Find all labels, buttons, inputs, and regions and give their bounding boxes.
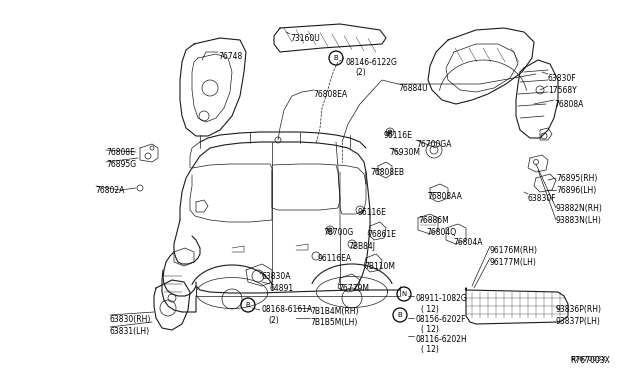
Text: 76808A: 76808A [554,100,584,109]
Text: 93837P(LH): 93837P(LH) [556,317,601,326]
Text: 96177M(LH): 96177M(LH) [490,258,537,267]
Text: 73160U: 73160U [290,34,320,43]
Text: ( 12): ( 12) [421,325,439,334]
Text: 76700GA: 76700GA [416,140,451,149]
Text: 76700G: 76700G [323,228,353,237]
Text: 76808EB: 76808EB [370,168,404,177]
Text: B: B [397,312,403,318]
Text: 76804Q: 76804Q [426,228,456,237]
Text: R767003X: R767003X [570,356,610,365]
Text: 63830A: 63830A [262,272,291,281]
Text: 64891: 64891 [270,284,294,293]
Text: 93836P(RH): 93836P(RH) [556,305,602,314]
Text: 76895(RH): 76895(RH) [556,174,597,183]
Text: 76779M: 76779M [338,284,369,293]
Text: 93882N(RH): 93882N(RH) [556,204,603,213]
Text: 76808EA: 76808EA [313,90,347,99]
Text: 7B1B5M(LH): 7B1B5M(LH) [310,318,357,327]
Text: ( 12): ( 12) [421,305,439,314]
Text: 76808AA: 76808AA [427,192,462,201]
Text: 76896(LH): 76896(LH) [556,186,596,195]
Text: 63830F: 63830F [527,194,556,203]
Text: 08146-6122G: 08146-6122G [345,58,397,67]
Text: 76861E: 76861E [367,230,396,239]
Text: 63831(LH): 63831(LH) [110,327,150,336]
Text: 08116-6202H: 08116-6202H [415,335,467,344]
Text: 76804A: 76804A [453,238,483,247]
Circle shape [388,130,392,134]
Text: 76808E: 76808E [106,148,135,157]
Text: 96116E: 96116E [358,208,387,217]
Text: 7B1B4M(RH): 7B1B4M(RH) [310,307,358,316]
Text: 08156-6202F: 08156-6202F [415,315,465,324]
Text: 76748: 76748 [218,52,243,61]
Text: B: B [246,302,250,308]
Text: 96176M(RH): 96176M(RH) [490,246,538,255]
Text: 63830F: 63830F [548,74,577,83]
Text: 76895G: 76895G [106,160,136,169]
Text: 76930M: 76930M [389,148,420,157]
Text: 7B110M: 7B110M [364,262,395,271]
Text: 76886M: 76886M [418,216,449,225]
Circle shape [328,228,332,232]
Text: 76802A: 76802A [95,186,124,195]
Text: 08168-6161A: 08168-6161A [261,305,312,314]
Text: 17568Y: 17568Y [548,86,577,95]
Text: (2): (2) [355,68,365,77]
Text: 96116EA: 96116EA [318,254,352,263]
Text: R767003X: R767003X [570,356,606,362]
Text: ( 12): ( 12) [421,345,439,354]
Text: B: B [333,55,339,61]
Text: 76884U: 76884U [398,84,428,93]
Text: 96116E: 96116E [384,131,413,140]
Text: 08911-1082G: 08911-1082G [415,294,467,303]
Text: N: N [401,291,406,297]
Text: 63830(RH): 63830(RH) [110,315,152,324]
Text: 93883N(LH): 93883N(LH) [556,216,602,225]
Text: 7BB84J: 7BB84J [348,242,375,251]
Text: (2): (2) [268,316,279,325]
